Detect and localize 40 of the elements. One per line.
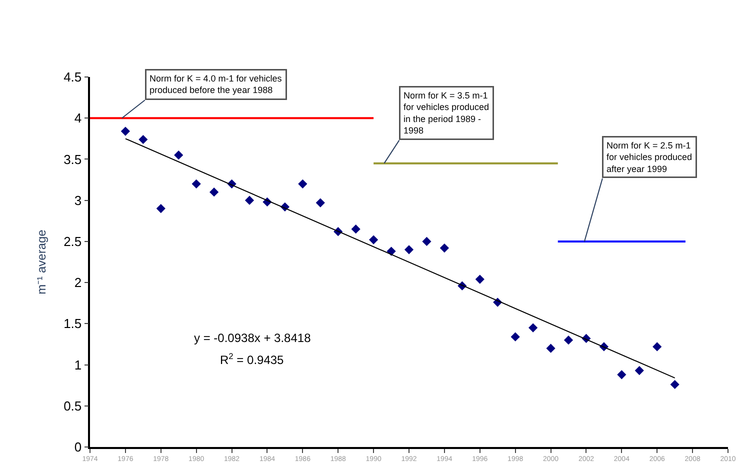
y-tick-label: 3 <box>74 192 82 208</box>
point <box>298 179 308 188</box>
point <box>174 150 184 160</box>
y-axis-title: m⁻¹ average <box>34 229 48 294</box>
point <box>546 344 556 353</box>
annotation: Norm for K = 2.5 m-1 for vehicles produced after year 1999 <box>606 140 692 174</box>
annotation: Norm for K = 4.0 m-1 for vehicles produced before the year 1988 <box>150 74 282 96</box>
point <box>564 336 574 345</box>
annotation: R$^{2}$ = 0.9435 <box>220 351 284 368</box>
point <box>316 198 325 208</box>
point <box>475 274 484 284</box>
y-tick-label: 3.5 <box>64 152 82 167</box>
y-tick-label: 1.5 <box>64 316 82 332</box>
y-tick-label: 2.5 <box>64 234 82 249</box>
annotation: Norm for K = 3.5 m-1 for vehicles produced in the period 1989 - 1998 <box>404 90 490 136</box>
point <box>510 332 520 342</box>
point <box>652 342 662 352</box>
point <box>351 224 360 234</box>
point <box>156 204 166 214</box>
y-tick-label: 4 <box>74 110 82 126</box>
y-tick-label: 0.5 <box>64 398 82 414</box>
point <box>670 380 680 390</box>
point <box>244 196 254 205</box>
point <box>210 188 219 197</box>
annotation: y = -0.0938x + 3.8418 <box>194 331 312 345</box>
point <box>192 179 201 188</box>
point <box>440 243 449 253</box>
y-tick-label: 2 <box>74 275 82 290</box>
point <box>634 366 644 376</box>
y-tick-label: 4.5 <box>64 70 82 85</box>
point <box>422 236 432 246</box>
point <box>386 246 396 256</box>
point <box>120 126 130 136</box>
point <box>404 245 414 254</box>
point <box>528 323 538 332</box>
point <box>369 235 378 244</box>
y-tick-label: 0 <box>74 440 82 455</box>
y-tick-label: 1 <box>74 357 82 372</box>
point <box>617 370 626 380</box>
point <box>138 134 148 144</box>
